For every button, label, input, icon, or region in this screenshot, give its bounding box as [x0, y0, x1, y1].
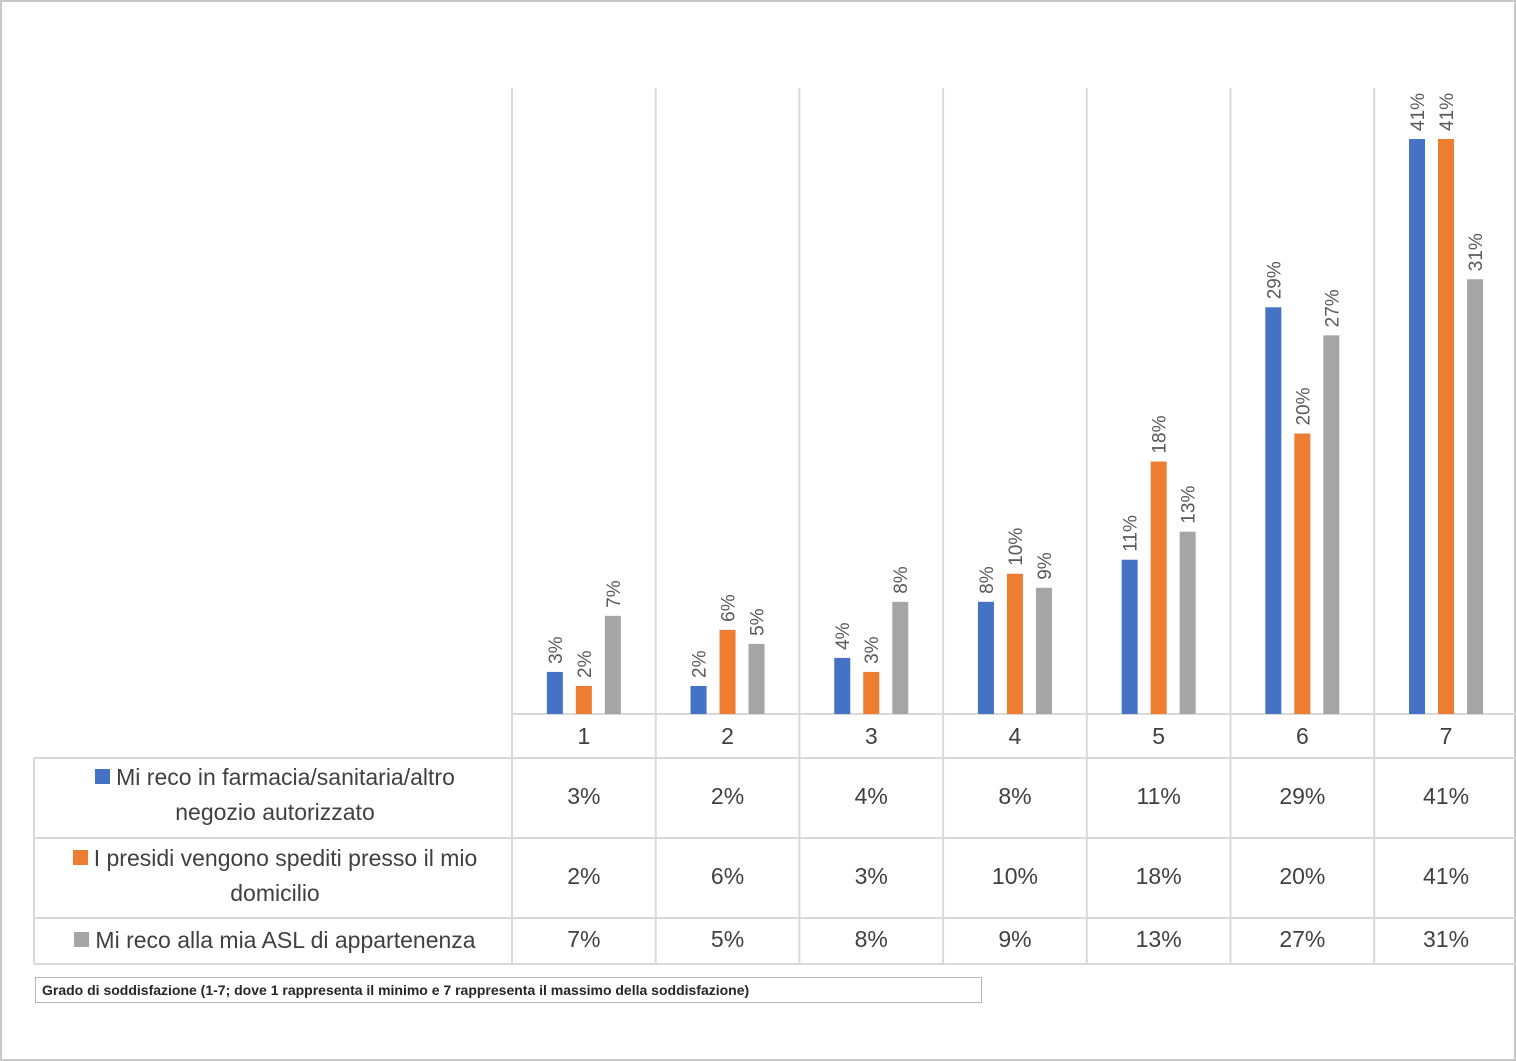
bar	[863, 671, 880, 714]
bar-data-label: 13%	[1179, 486, 1200, 524]
table-cell-value: 20%	[1279, 863, 1325, 889]
table-cell-value: 7%	[567, 926, 600, 952]
bar	[1323, 335, 1340, 714]
category-label: 3	[865, 723, 878, 749]
bar-data-label: 18%	[1150, 415, 1171, 453]
table-cell-value: 8%	[855, 926, 888, 952]
bar	[834, 657, 851, 714]
bar	[1265, 307, 1282, 714]
legend-row-2-line-1: I presidi vengono spediti presso il mio	[93, 845, 478, 871]
legend-row-3-label: Mi reco alla mia ASL di appartenenza	[40, 923, 510, 958]
bar	[1150, 461, 1167, 714]
category-label: 7	[1440, 723, 1453, 749]
category-label: 2	[721, 723, 734, 749]
legend-row-1-line-1: Mi reco in farmacia/sanitaria/altro	[116, 764, 455, 790]
bar	[575, 685, 592, 714]
legend-row-2-label: I presidi vengono spediti presso il mio …	[40, 841, 510, 911]
footnote: Grado di soddisfazione (1-7; dove 1 rapp…	[35, 977, 982, 1003]
legend-swatch-series-1	[95, 769, 111, 784]
bar-data-label: 2%	[575, 650, 596, 678]
bar	[1438, 139, 1455, 714]
bar-data-label: 41%	[1408, 93, 1429, 131]
table-cell-value: 29%	[1279, 783, 1325, 809]
bar-data-label: 3%	[546, 636, 567, 664]
table-cell-value: 31%	[1423, 926, 1469, 952]
table-cell-value: 10%	[992, 863, 1038, 889]
table-cell-value: 41%	[1423, 863, 1469, 889]
table-cell-value: 2%	[711, 783, 744, 809]
bar-data-label: 10%	[1006, 528, 1027, 566]
bar-data-label: 27%	[1322, 289, 1343, 327]
category-label: 4	[1009, 723, 1022, 749]
bar	[1006, 573, 1023, 714]
category-label: 5	[1152, 723, 1165, 749]
table-cell-value: 3%	[855, 863, 888, 889]
table-cell-value: 5%	[711, 926, 744, 952]
table-cell-value: 13%	[1136, 926, 1182, 952]
bar-data-label: 8%	[891, 566, 912, 594]
bar-data-label: 31%	[1466, 233, 1487, 271]
bar-data-label: 2%	[690, 650, 711, 678]
bar	[1409, 139, 1426, 714]
bar-data-label: 8%	[977, 566, 998, 594]
bar-data-label: 5%	[748, 608, 769, 636]
bar	[546, 671, 563, 714]
table-cell-value: 4%	[855, 783, 888, 809]
table-cell-value: 6%	[711, 863, 744, 889]
bar	[1035, 587, 1052, 714]
bar	[1294, 433, 1311, 714]
legend-row-3-line-1: Mi reco alla mia ASL di appartenenza	[95, 927, 476, 953]
bar-data-label: 4%	[833, 622, 854, 650]
table-cell-value: 18%	[1136, 863, 1182, 889]
bar	[719, 629, 736, 714]
bar	[604, 615, 621, 714]
bar-data-label: 29%	[1264, 261, 1285, 299]
bar	[977, 601, 994, 714]
legend-row-2-line-2: domicilio	[230, 880, 320, 906]
bar	[1121, 559, 1138, 714]
bar	[1467, 279, 1484, 714]
bar-data-label: 41%	[1437, 93, 1458, 131]
bar	[892, 601, 909, 714]
bar-data-label: 20%	[1293, 387, 1314, 425]
bar	[748, 643, 765, 714]
table-cell-value: 3%	[567, 783, 600, 809]
table-cell-value: 11%	[1136, 783, 1180, 809]
bar	[1179, 531, 1196, 714]
category-label: 1	[577, 723, 590, 749]
table-cell-value: 41%	[1423, 783, 1469, 809]
category-label: 6	[1296, 723, 1309, 749]
bar-data-label: 3%	[862, 636, 883, 664]
table-cell-value: 2%	[567, 863, 600, 889]
bar-data-label: 7%	[604, 580, 625, 608]
legend-swatch-series-3	[74, 932, 90, 947]
bar-data-label: 6%	[719, 594, 740, 622]
table-cell-value: 8%	[998, 783, 1031, 809]
bar-data-label: 11%	[1121, 515, 1142, 552]
bar-data-label: 9%	[1035, 552, 1056, 580]
legend-swatch-series-2	[72, 850, 88, 865]
legend-row-1-line-2: negozio autorizzato	[175, 799, 375, 825]
legend-row-1-label: Mi reco in farmacia/sanitaria/altro nego…	[40, 760, 510, 830]
table-cell-value: 27%	[1279, 926, 1325, 952]
bar	[690, 685, 707, 714]
table-cell-value: 9%	[998, 926, 1031, 952]
